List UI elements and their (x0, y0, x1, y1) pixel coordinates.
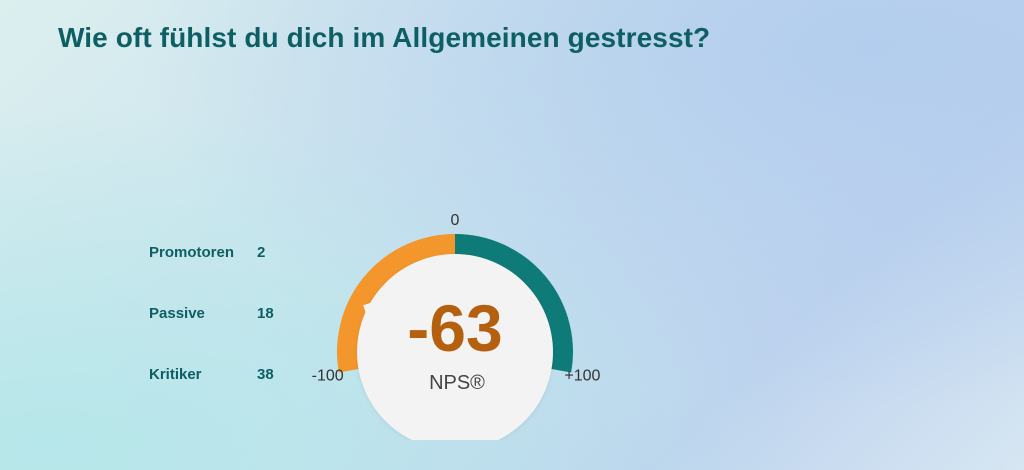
gauge-center-disc (357, 254, 553, 440)
stat-value-promotoren: 2 (257, 244, 266, 261)
gauge-metric-label: NPS® (429, 372, 485, 394)
stat-label-passive: Passive (149, 305, 205, 322)
gauge-tick-mid: 0 (451, 212, 460, 229)
gauge-arc-negative (337, 234, 456, 373)
gauge-arc-positive (454, 234, 573, 373)
stat-label-promotoren: Promotoren (149, 244, 235, 261)
nps-gauge: -63 NPS® -100 0 +100 (312, 212, 600, 440)
gauge-tick-max: +100 (564, 368, 600, 385)
page-title: Wie oft fühlst du dich im Allgemeinen ge… (58, 22, 711, 53)
gauge-value: -63 (407, 291, 502, 365)
gauge-tick-min: -100 (312, 368, 344, 385)
stat-value-kritiker: 38 (257, 366, 274, 383)
gauge-needle (363, 299, 383, 325)
stat-label-kritiker: Kritiker (149, 366, 202, 383)
stat-value-passive: 18 (257, 305, 274, 322)
